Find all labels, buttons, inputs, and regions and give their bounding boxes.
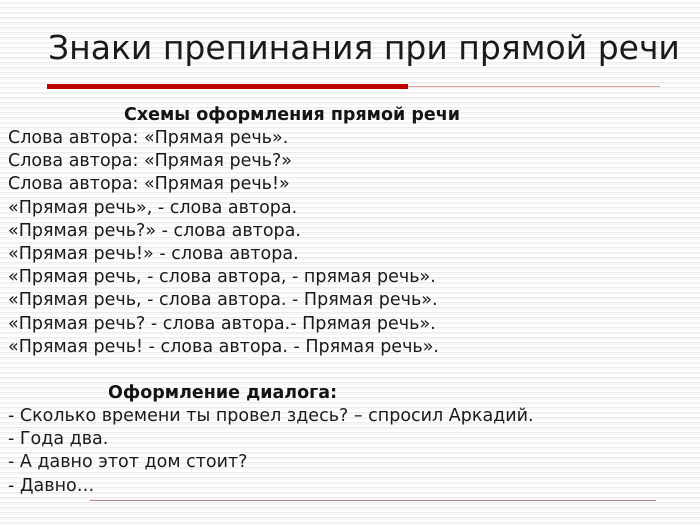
page-title: Знаки препинания при прямой речи [48, 28, 680, 67]
list-item: «Прямая речь», - слова автора. [8, 197, 298, 218]
list-item: «Прямая речь? - слова автора.- Прямая ре… [8, 313, 436, 334]
bottom-accent-rule [90, 500, 656, 501]
list-item: «Прямая речь?» - слова автора. [8, 220, 301, 241]
title-underline-thin-segment [408, 86, 660, 87]
list-item: «Прямая речь, - слова автора, - прямая р… [8, 267, 436, 288]
schemes-section: Схемы оформления прямой речи Слова автор… [0, 104, 700, 359]
dialog-heading: Оформление диалога: [108, 383, 338, 404]
schemes-heading: Схемы оформления прямой речи [124, 105, 461, 125]
title-underline-rule [47, 84, 660, 89]
title-block: Знаки препинания при прямой речи [0, 26, 700, 84]
schemes-line-list: Слова автора: «Прямая речь». Слова автор… [0, 127, 700, 359]
title-underline-thick-segment [47, 84, 408, 89]
list-item: Слова автора: «Прямая речь!» [8, 174, 290, 195]
list-item: - Сколько времени ты провел здесь? – спр… [8, 406, 534, 427]
list-item: - А давно этот дом стоит? [8, 452, 248, 473]
list-item: «Прямая речь! - слова автора. - Прямая р… [8, 336, 439, 357]
list-item: Слова автора: «Прямая речь?» [8, 151, 292, 172]
list-item: «Прямая речь, - слова автора. - Прямая р… [8, 290, 438, 311]
list-item: «Прямая речь!» - слова автора. [8, 244, 299, 265]
dialog-section: Оформление диалога: - Сколько времени ты… [0, 382, 700, 498]
list-item: - Давно… [8, 475, 95, 496]
slide-body: Схемы оформления прямой речи Слова автор… [0, 104, 700, 498]
list-item: - Года два. [8, 429, 109, 450]
list-item: Слова автора: «Прямая речь». [8, 128, 289, 148]
dialog-line-list: - Сколько времени ты провел здесь? – спр… [0, 405, 700, 498]
